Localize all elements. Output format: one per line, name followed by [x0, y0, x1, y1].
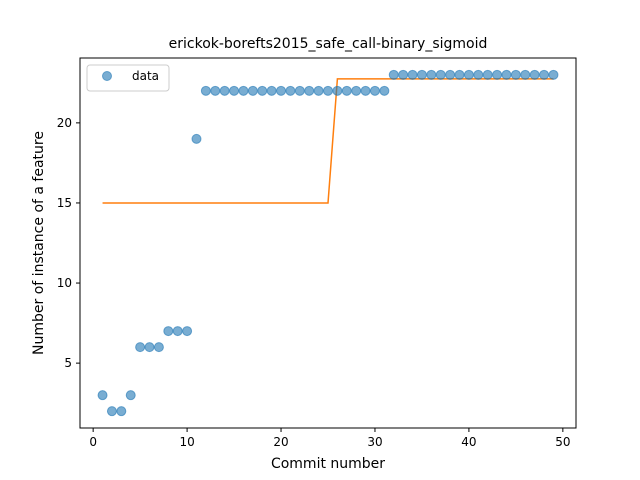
data-point — [219, 85, 230, 96]
data-point — [510, 69, 521, 80]
data-point — [276, 85, 287, 96]
y-axis-label: Number of instance of a feature — [31, 131, 47, 355]
y-tick-label: 15 — [57, 196, 72, 210]
legend-label-data: data — [132, 69, 159, 83]
data-point — [454, 69, 465, 80]
data-point — [304, 85, 315, 96]
data-point — [445, 69, 456, 80]
chart-title: erickok-borefts2015_safe_call-binary_sig… — [169, 36, 488, 52]
data-point — [501, 69, 512, 80]
data-point — [116, 406, 127, 417]
x-tick-label: 0 — [89, 435, 97, 449]
data-point — [285, 85, 296, 96]
data-point — [200, 85, 211, 96]
data-point — [125, 390, 136, 401]
data-point — [332, 85, 343, 96]
data-point — [294, 85, 305, 96]
data-point — [266, 85, 277, 96]
data-point — [473, 69, 484, 80]
data-point — [407, 69, 418, 80]
data-point — [388, 69, 399, 80]
data-point — [520, 69, 531, 80]
data-point — [323, 85, 333, 96]
data-point — [341, 85, 352, 96]
y-tick-label: 10 — [57, 276, 72, 290]
data-point — [163, 326, 174, 337]
data-point — [463, 69, 474, 80]
data-point — [229, 85, 240, 96]
x-tick-label: 20 — [273, 435, 288, 449]
data-point — [247, 85, 258, 96]
legend-marker-data — [102, 71, 112, 81]
data-point — [153, 342, 164, 353]
data-point — [482, 69, 493, 80]
data-point — [257, 85, 268, 96]
legend: data — [86, 64, 170, 92]
plot-area: 0 10 20 30 40 50 5 10 15 20 — [57, 69, 570, 449]
x-axis-label: Commit number — [271, 456, 385, 472]
data-point — [398, 69, 409, 80]
data-point — [238, 85, 249, 96]
data-point — [135, 342, 146, 353]
data-point — [106, 406, 117, 417]
data-point — [435, 69, 446, 80]
x-tick-label: 40 — [461, 435, 476, 449]
data-point — [97, 390, 108, 401]
x-tick-label: 50 — [555, 435, 570, 449]
data-point — [172, 326, 183, 337]
data-point — [369, 85, 380, 96]
data-point — [426, 69, 437, 80]
data-point — [144, 342, 155, 353]
x-tick-label: 10 — [179, 435, 194, 449]
data-point — [379, 85, 390, 96]
data-point — [210, 85, 221, 96]
data-point — [548, 69, 559, 80]
data-point — [492, 69, 503, 80]
data-point — [351, 85, 362, 96]
y-tick-label: 20 — [57, 116, 72, 130]
data-point — [313, 85, 324, 96]
x-tick-label: 30 — [367, 435, 382, 449]
data-point — [529, 69, 540, 80]
y-tick-label: 5 — [64, 356, 72, 370]
data-point — [360, 85, 371, 96]
data-point — [539, 69, 550, 80]
data-point — [191, 133, 202, 144]
data-point — [416, 69, 427, 80]
data-point — [182, 326, 193, 337]
axes-frame — [79, 57, 577, 429]
